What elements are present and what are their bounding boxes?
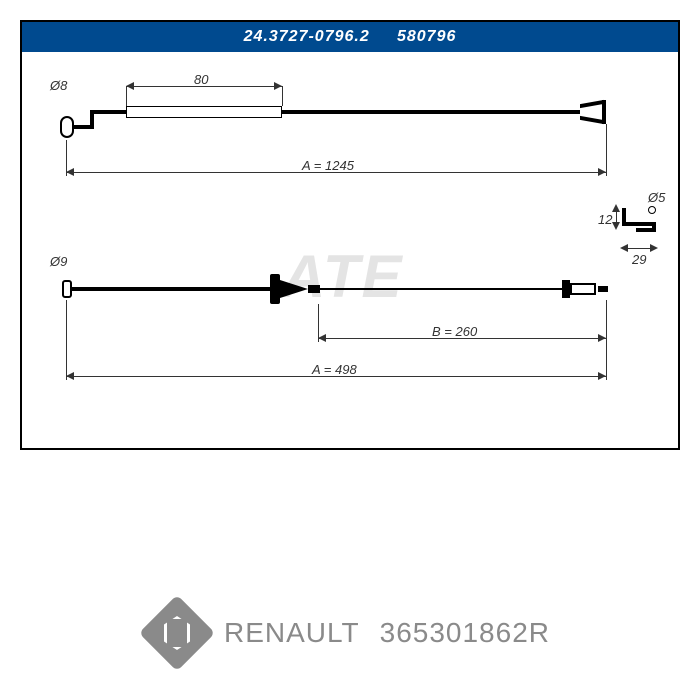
lower-cable-left xyxy=(72,287,272,291)
clip-29-arrow-l xyxy=(620,244,628,252)
clip-dia5-label: Ø5 xyxy=(648,190,665,205)
dim-b260-label: B = 260 xyxy=(432,324,477,339)
part-ref-2: 580796 xyxy=(397,28,456,45)
dim-a498-ext-l xyxy=(66,300,67,380)
dia9-label: Ø9 xyxy=(50,254,67,269)
upper-cable-body xyxy=(282,110,562,114)
renault-logo-icon xyxy=(139,595,215,671)
clip-12-arrow-u xyxy=(612,204,620,212)
lower-cable-right xyxy=(320,288,564,290)
clip-12-arrow-d xyxy=(612,222,620,230)
dim-b260-arrow-r xyxy=(598,334,606,342)
brand-name: RENAULT xyxy=(224,617,360,649)
footer: RENAULT 365301862R xyxy=(0,606,700,660)
upper-sleeve xyxy=(126,106,282,118)
dim-80-arrow-l xyxy=(126,82,134,90)
dim-80-label: 80 xyxy=(194,72,208,87)
dim-b260-ext-r xyxy=(606,300,607,380)
dim-a498-arrow-r xyxy=(598,372,606,380)
dim-a1245-arrow-r xyxy=(598,168,606,176)
dim-80-ext-r xyxy=(282,86,283,106)
dim-a1245-arrow-l xyxy=(66,168,74,176)
part-ref-1: 24.3727-0796.2 xyxy=(244,28,370,45)
upper-left-terminal xyxy=(60,116,74,138)
dim-80-ext-l xyxy=(126,86,127,106)
header-bar: 24.3727-0796.2 580796 xyxy=(22,22,678,52)
watermark-ate: ATE xyxy=(282,242,404,311)
upper-elbow-h xyxy=(90,110,126,114)
dim-a1245-ext-r xyxy=(606,124,607,176)
dim-a1245-label: A = 1245 xyxy=(302,158,354,173)
footer-part-number: 365301862R xyxy=(380,617,550,649)
technical-drawing-frame: 24.3727-0796.2 580796 ATE Ø8 80 A = 1245… xyxy=(20,20,680,450)
clip-29-arrow-r xyxy=(650,244,658,252)
upper-left-stem xyxy=(74,125,90,129)
lower-left-terminal xyxy=(62,280,72,298)
dim-a498-label: A = 498 xyxy=(312,362,357,377)
clip-29-label: 29 xyxy=(632,252,646,267)
clip-12-label: 12 xyxy=(598,212,612,227)
dia8-label: Ø8 xyxy=(50,78,67,93)
dim-80-arrow-r xyxy=(274,82,282,90)
dim-b260-arrow-l xyxy=(318,334,326,342)
dim-a498-arrow-l xyxy=(66,372,74,380)
